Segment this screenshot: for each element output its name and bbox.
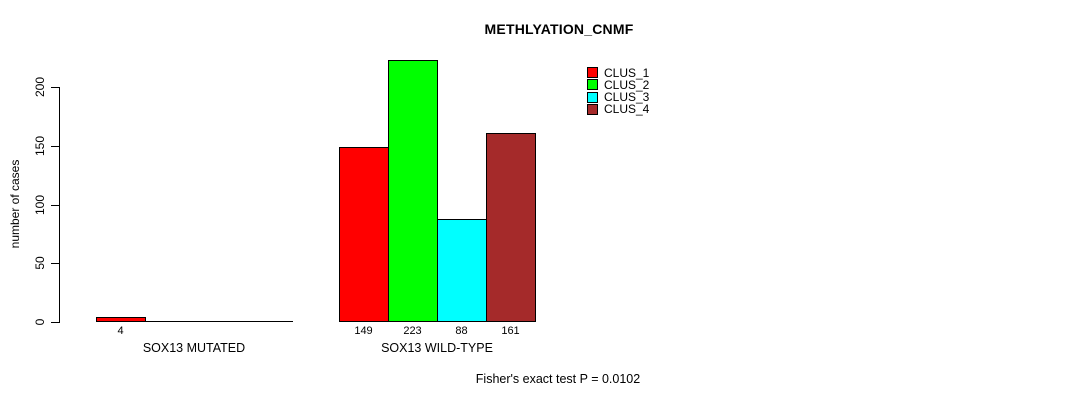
- legend-label-clus_3: CLUS_3: [604, 90, 650, 105]
- bar-clus_1: [96, 317, 146, 322]
- y-axis-tick: [51, 322, 59, 323]
- bar-clus_1: [339, 147, 389, 322]
- legend-label-clus_2: CLUS_2: [604, 77, 650, 92]
- y-axis-tick-label: 200: [33, 76, 47, 98]
- y-axis-tick: [51, 87, 59, 88]
- bar-clus_4: [486, 133, 536, 322]
- bar-value-label: 149: [354, 325, 373, 337]
- bar-clus_3: [437, 219, 487, 322]
- group-label-mutated: SOX13 MUTATED: [142, 341, 246, 355]
- legend-swatch-clus_4: [587, 103, 598, 115]
- y-axis-tick: [51, 205, 59, 206]
- y-axis-tick: [51, 146, 59, 147]
- legend-swatch-clus_3: [587, 91, 598, 103]
- bar-value-label: 4: [117, 325, 124, 337]
- bar-clus_2: [388, 60, 438, 322]
- group-label-wild-type: SOX13 WILD-TYPE: [381, 341, 493, 355]
- bar-value-label: 88: [455, 325, 468, 337]
- legend-swatch-clus_1: [587, 67, 598, 78]
- legend-label-clus_1: CLUS_1: [604, 65, 650, 80]
- bar-value-label: 223: [403, 325, 422, 337]
- y-axis-tick-label: 0: [33, 318, 47, 326]
- legend-label-clus_4: CLUS_4: [604, 102, 650, 117]
- y-axis-tick: [51, 263, 59, 264]
- y-axis-tick-label: 100: [33, 194, 47, 216]
- y-axis-label: number of cases: [8, 159, 22, 249]
- y-axis-tick-label: 150: [33, 135, 47, 157]
- chart-title: METHLYATION_CNMF: [484, 21, 634, 37]
- legend-swatch-clus_2: [587, 79, 598, 91]
- bar-clus_4-zero: [243, 321, 293, 322]
- fisher-test-annotation: Fisher's exact test P = 0.0102: [475, 372, 641, 386]
- bar-value-label: 161: [501, 325, 520, 337]
- y-axis-tick-label: 50: [33, 256, 47, 270]
- bar-clus_3-zero: [194, 321, 244, 322]
- bar-clus_2-zero: [145, 321, 195, 322]
- y-axis-line: [59, 87, 60, 323]
